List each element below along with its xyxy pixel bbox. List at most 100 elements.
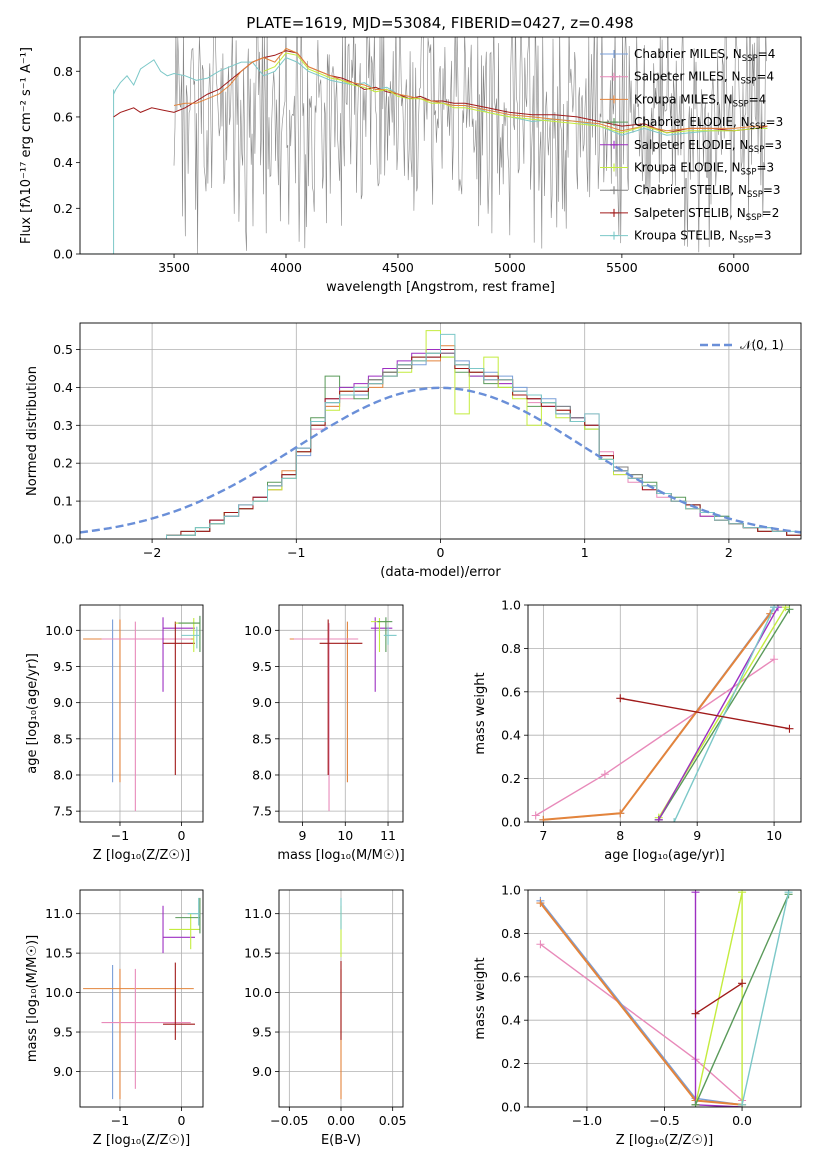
y-tick-label: 0.0 <box>53 532 73 547</box>
x-axis-label: Z [log₁₀(Z/Z☉)] <box>616 1133 713 1148</box>
weight-marker <box>785 724 794 733</box>
y-tick-label: 9.0 <box>252 695 272 710</box>
weight-series <box>536 940 747 1105</box>
weight-marker <box>738 890 747 897</box>
y-tick-label: 0.2 <box>53 201 73 216</box>
y-tick-label: 0.6 <box>501 684 521 699</box>
plot-area <box>289 617 397 812</box>
x-axis-label: Z [log₁₀(Z/Z☉)] <box>93 848 190 863</box>
weight-marker <box>670 818 679 822</box>
weight-marker <box>536 940 545 949</box>
weight-marker <box>691 1100 700 1107</box>
model-line <box>173 47 768 132</box>
legend-entry: Kroupa MILES, NSSP=4 <box>600 92 766 109</box>
legend-marker <box>610 72 618 81</box>
x-tick-label: −2 <box>143 545 161 560</box>
y-axis-label: mass weight <box>473 672 488 754</box>
plot-area <box>80 37 768 254</box>
axes-frame <box>79 36 802 255</box>
y-tick-label: 0.3 <box>53 418 73 433</box>
y-tick-label: 10.0 <box>244 623 272 638</box>
legend-label: Salpeter STELIB, NSSP=2 <box>634 206 779 223</box>
model-line <box>263 52 768 134</box>
errorbar-point <box>163 962 196 1040</box>
x-tick-label: 2 <box>725 545 733 560</box>
weight-line <box>694 892 743 1107</box>
x-tick-label: −1 <box>111 1113 129 1128</box>
legend: Chabrier MILES, NSSP=4 Salpeter MILES, NS… <box>600 47 783 246</box>
y-tick-label: 0.4 <box>53 380 73 395</box>
x-tick-label: −1 <box>111 828 129 843</box>
weight-marker <box>691 890 700 897</box>
x-tick-label: −0.05 <box>270 1113 308 1128</box>
weight-marker <box>770 605 779 612</box>
x-axis-label: E(B-V) <box>321 1133 361 1148</box>
plot-area <box>83 615 201 812</box>
y-tick-label: 0.2 <box>501 771 521 786</box>
axes-massweight-vs-age: 7 8 9 10 0.0 0.2 0.4 0.6 0.8 1.0 age [log₁₀(age/yr… <box>473 598 802 863</box>
y-tick-label: 9.5 <box>252 1025 272 1040</box>
legend-marker <box>610 50 618 58</box>
weight-series <box>691 979 747 1018</box>
legend-label: Chabrier STELIB, NSSP=3 <box>634 183 781 200</box>
weight-series <box>654 605 790 822</box>
y-tick-label: 9.0 <box>53 695 73 710</box>
x-axis-label: Z [log₁₀(Z/Z☉)] <box>93 1133 190 1148</box>
y-axis-label: age [log₁₀(age/yr)] <box>25 653 40 774</box>
normal-curve <box>80 386 801 534</box>
y-tick-label: 0.8 <box>501 641 521 656</box>
errorbar-point <box>163 621 196 775</box>
x-tick-label: 6000 <box>718 260 750 275</box>
x-tick-label: 0.0 <box>732 1113 752 1128</box>
weight-series <box>539 609 775 822</box>
errorbar-point <box>319 619 363 775</box>
weight-marker <box>738 1100 747 1107</box>
y-tick-label: 1.0 <box>501 883 521 898</box>
weight-marker <box>738 979 747 988</box>
axes-frame <box>278 604 404 823</box>
weight-line <box>620 697 790 730</box>
y-tick-label: 7.5 <box>252 804 272 819</box>
x-tick-label: 9 <box>299 828 307 843</box>
histogram-step <box>166 330 801 539</box>
x-tick-label: −1 <box>287 545 305 560</box>
y-tick-label: 9.0 <box>53 1064 73 1079</box>
weight-series <box>738 890 793 1107</box>
y-tick-label: 10.5 <box>45 946 73 961</box>
y-tick-label: 0.8 <box>501 926 521 941</box>
y-tick-label: 0.6 <box>501 969 521 984</box>
observed-spectrum-line <box>173 37 767 254</box>
y-tick-label: 8.5 <box>53 731 73 746</box>
y-tick-label: 8.5 <box>252 731 272 746</box>
x-tick-label: 9 <box>693 828 701 843</box>
errorbar-point <box>101 968 191 1089</box>
x-tick-label: −0.5 <box>649 1113 679 1128</box>
errorbar-point <box>187 897 200 926</box>
histogram-step <box>166 333 801 539</box>
weight-marker <box>784 890 793 897</box>
x-tick-label: 8 <box>616 828 624 843</box>
weight-marker <box>654 815 663 822</box>
x-axis-label: (data-model)/error <box>380 565 501 580</box>
x-tick-label: 0 <box>177 828 185 843</box>
weight-series <box>691 890 747 1107</box>
errorbar-point <box>162 617 196 692</box>
weight-series <box>616 694 794 733</box>
y-tick-label: 8.0 <box>53 767 73 782</box>
y-axis-label: mass weight <box>473 957 488 1039</box>
legend-label: Kroupa ELODIE, NSSP=3 <box>634 161 774 178</box>
legend-label: Chabrier ELODIE, NSSP=3 <box>634 115 783 132</box>
legend-label: Kroupa STELIB, NSSP=3 <box>634 229 772 246</box>
weight-series <box>531 655 779 820</box>
weight-line <box>741 892 790 1105</box>
x-axis-label: age [log₁₀(age/yr)] <box>604 848 725 863</box>
legend-label: Kroupa MILES, NSSP=4 <box>634 92 766 109</box>
weight-line <box>694 894 790 1106</box>
x-tick-label: 5500 <box>606 260 638 275</box>
plot-area <box>80 330 801 539</box>
weight-marker <box>616 694 625 703</box>
x-tick-label: 3500 <box>158 260 190 275</box>
axes-age-vs-mass: 9 10 11 7.5 8.0 8.5 9.0 9.5 10.0 mass [log₁₀(M/M☉… <box>244 604 405 863</box>
y-tick-label: 0.6 <box>53 109 73 124</box>
